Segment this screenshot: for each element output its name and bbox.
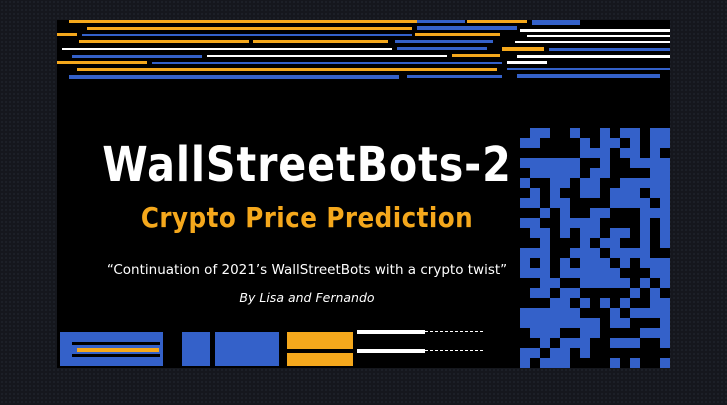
title-slide: WallStreetBots-2 Crypto Price Prediction… <box>57 20 670 368</box>
slide-subtitle: Crypto Price Prediction <box>140 201 474 234</box>
slide-quote: “Continuation of 2021’s WallStreetBots w… <box>106 262 508 278</box>
pixel-mosaic-decoration <box>520 128 670 368</box>
slide-authors: By Lisa and Fernando <box>239 290 375 305</box>
slide-title: WallStreetBots-2 <box>102 137 512 193</box>
